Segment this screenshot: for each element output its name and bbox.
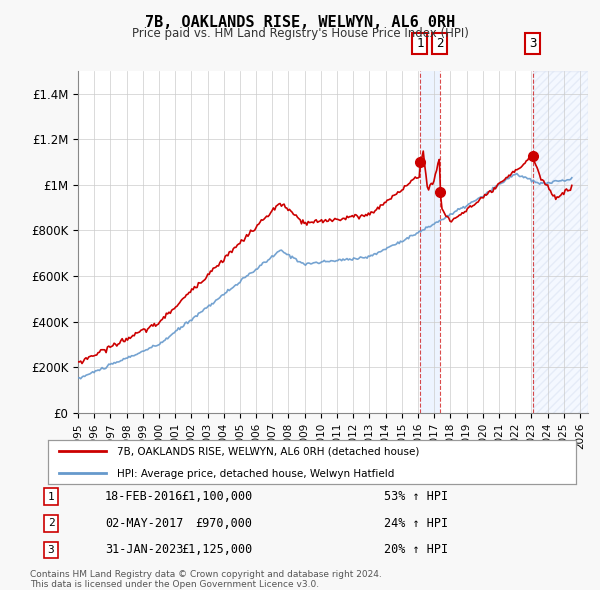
Text: HPI: Average price, detached house, Welwyn Hatfield: HPI: Average price, detached house, Welw… (116, 469, 394, 479)
Text: 02-MAY-2017: 02-MAY-2017 (105, 517, 184, 530)
Text: £1,125,000: £1,125,000 (181, 543, 252, 556)
Text: 1: 1 (47, 492, 55, 502)
Text: 24% ↑ HPI: 24% ↑ HPI (384, 517, 448, 530)
Text: This data is licensed under the Open Government Licence v3.0.: This data is licensed under the Open Gov… (30, 579, 319, 589)
Text: 2: 2 (436, 37, 443, 50)
Bar (533, 71, 588, 413)
Text: 3: 3 (529, 37, 536, 50)
Text: 18-FEB-2016: 18-FEB-2016 (105, 490, 184, 503)
Text: £1,100,000: £1,100,000 (181, 490, 252, 503)
Bar (420, 71, 440, 413)
Text: Contains HM Land Registry data © Crown copyright and database right 2024.: Contains HM Land Registry data © Crown c… (30, 570, 382, 579)
Text: 2: 2 (47, 519, 55, 528)
Text: 31-JAN-2023: 31-JAN-2023 (105, 543, 184, 556)
Text: 20% ↑ HPI: 20% ↑ HPI (384, 543, 448, 556)
Text: 7B, OAKLANDS RISE, WELWYN, AL6 0RH (detached house): 7B, OAKLANDS RISE, WELWYN, AL6 0RH (deta… (116, 447, 419, 457)
Text: 53% ↑ HPI: 53% ↑ HPI (384, 490, 448, 503)
Text: Price paid vs. HM Land Registry's House Price Index (HPI): Price paid vs. HM Land Registry's House … (131, 27, 469, 40)
Text: 7B, OAKLANDS RISE, WELWYN, AL6 0RH: 7B, OAKLANDS RISE, WELWYN, AL6 0RH (145, 15, 455, 30)
Text: 3: 3 (47, 545, 55, 555)
Text: 1: 1 (416, 37, 424, 50)
Text: £970,000: £970,000 (195, 517, 252, 530)
